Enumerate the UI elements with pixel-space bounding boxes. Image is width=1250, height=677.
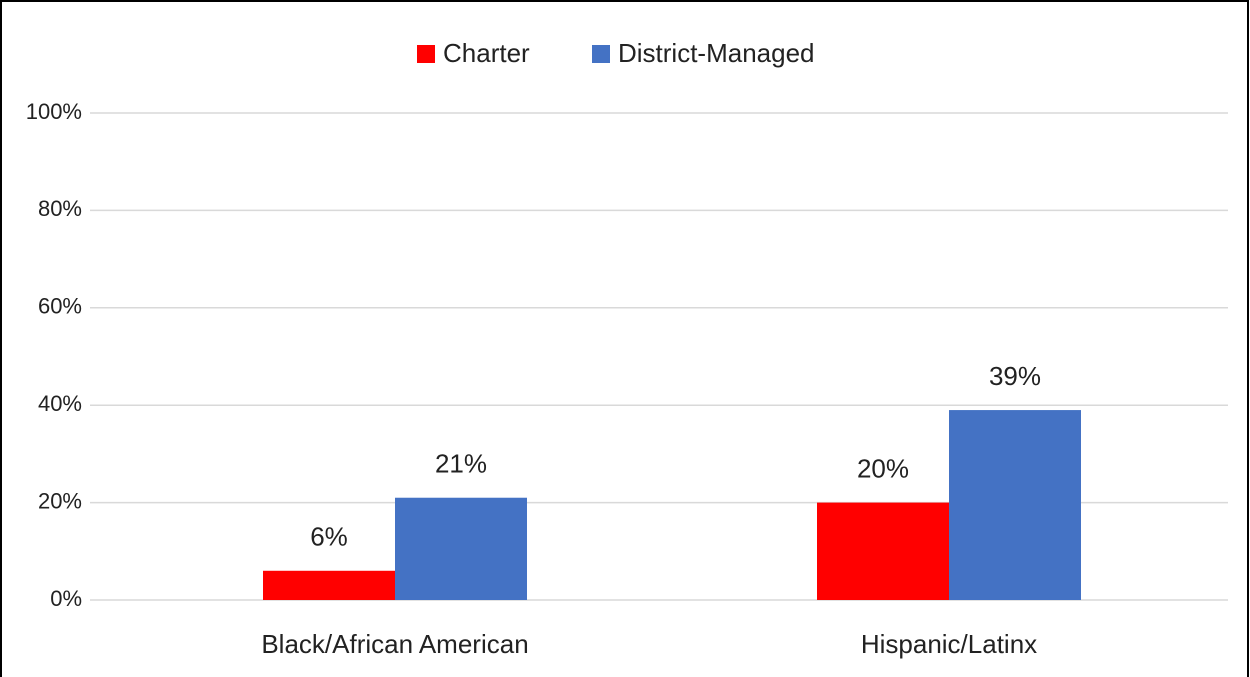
bar xyxy=(817,502,949,600)
legend-label: District-Managed xyxy=(618,38,815,68)
bar xyxy=(395,497,527,600)
data-label: 21% xyxy=(435,449,487,479)
y-tick-label: 60% xyxy=(38,294,82,319)
data-label: 39% xyxy=(989,361,1041,391)
bar xyxy=(949,410,1081,600)
data-label: 20% xyxy=(857,453,909,483)
y-tick-label: 40% xyxy=(38,391,82,416)
y-tick-label: 20% xyxy=(38,488,82,513)
data-label: 6% xyxy=(310,522,348,552)
x-tick-label: Black/African American xyxy=(261,629,528,659)
y-tick-label: 100% xyxy=(26,99,82,124)
legend-label: Charter xyxy=(443,38,530,68)
y-tick-label: 80% xyxy=(38,196,82,221)
x-tick-label: Hispanic/Latinx xyxy=(861,629,1037,659)
legend-swatch xyxy=(417,45,435,63)
bar xyxy=(263,570,395,600)
y-tick-label: 0% xyxy=(50,586,82,611)
legend-swatch xyxy=(592,45,610,63)
